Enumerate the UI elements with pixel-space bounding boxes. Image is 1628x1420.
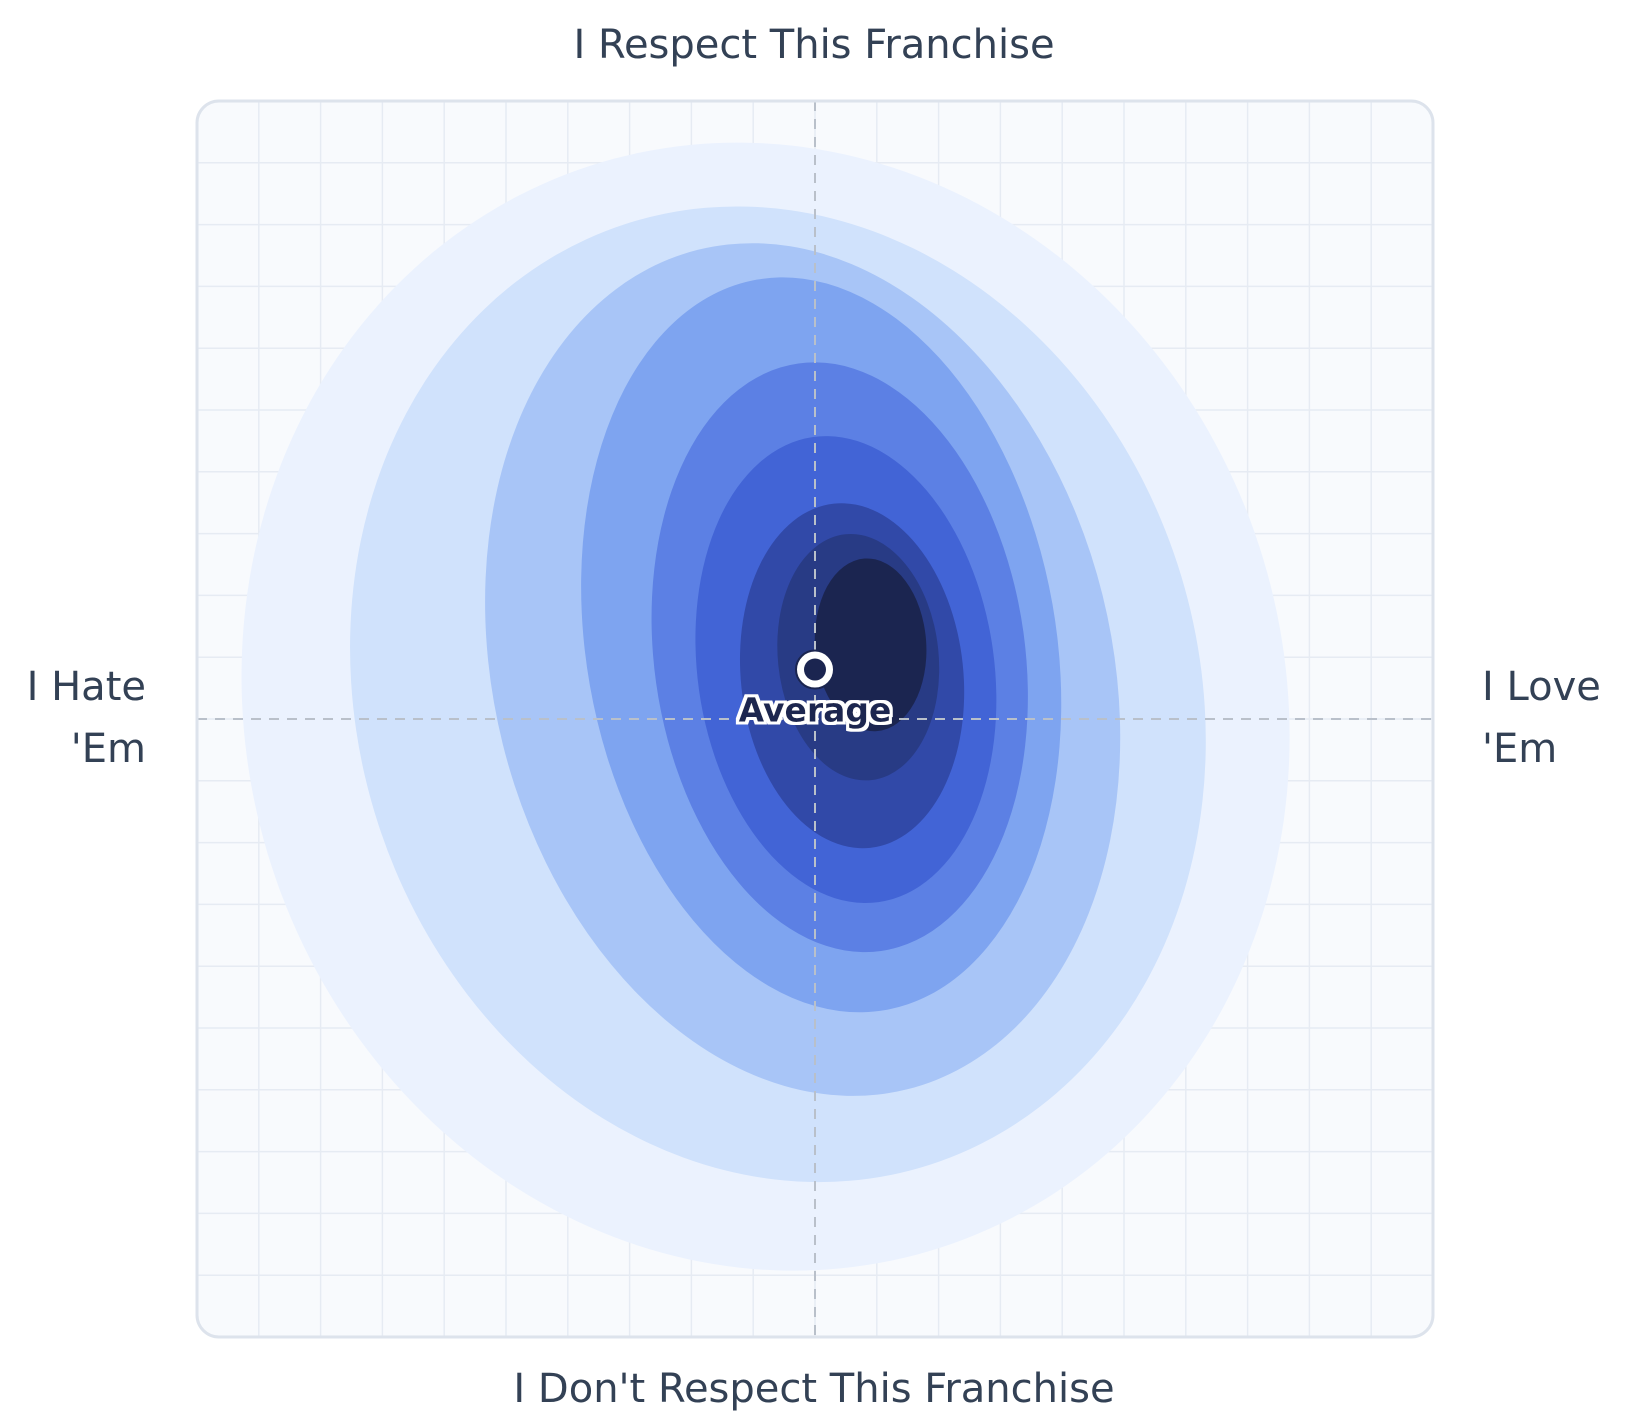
axis-label-bottom: I Don't Respect This Franchise [513,1366,1115,1412]
average-marker-dot [804,658,826,681]
axis-label-left-line1: I Hate [26,664,146,710]
axis-label-right-line1: I Love [1482,664,1601,710]
plot-border [195,99,1435,1339]
axis-label-left-line2: 'Em [70,726,146,772]
average-label: Average [739,691,892,730]
center-crosshair [197,101,1433,1337]
density-level-9 [814,558,927,732]
axis-label-top: I Respect This Franchise [573,22,1055,68]
axis-label-right: I Love 'Em [1482,656,1628,780]
average-marker-group: Average [739,649,892,730]
axis-label-right-line2: 'Em [1482,726,1558,772]
axis-label-left: I Hate 'Em [0,656,146,780]
